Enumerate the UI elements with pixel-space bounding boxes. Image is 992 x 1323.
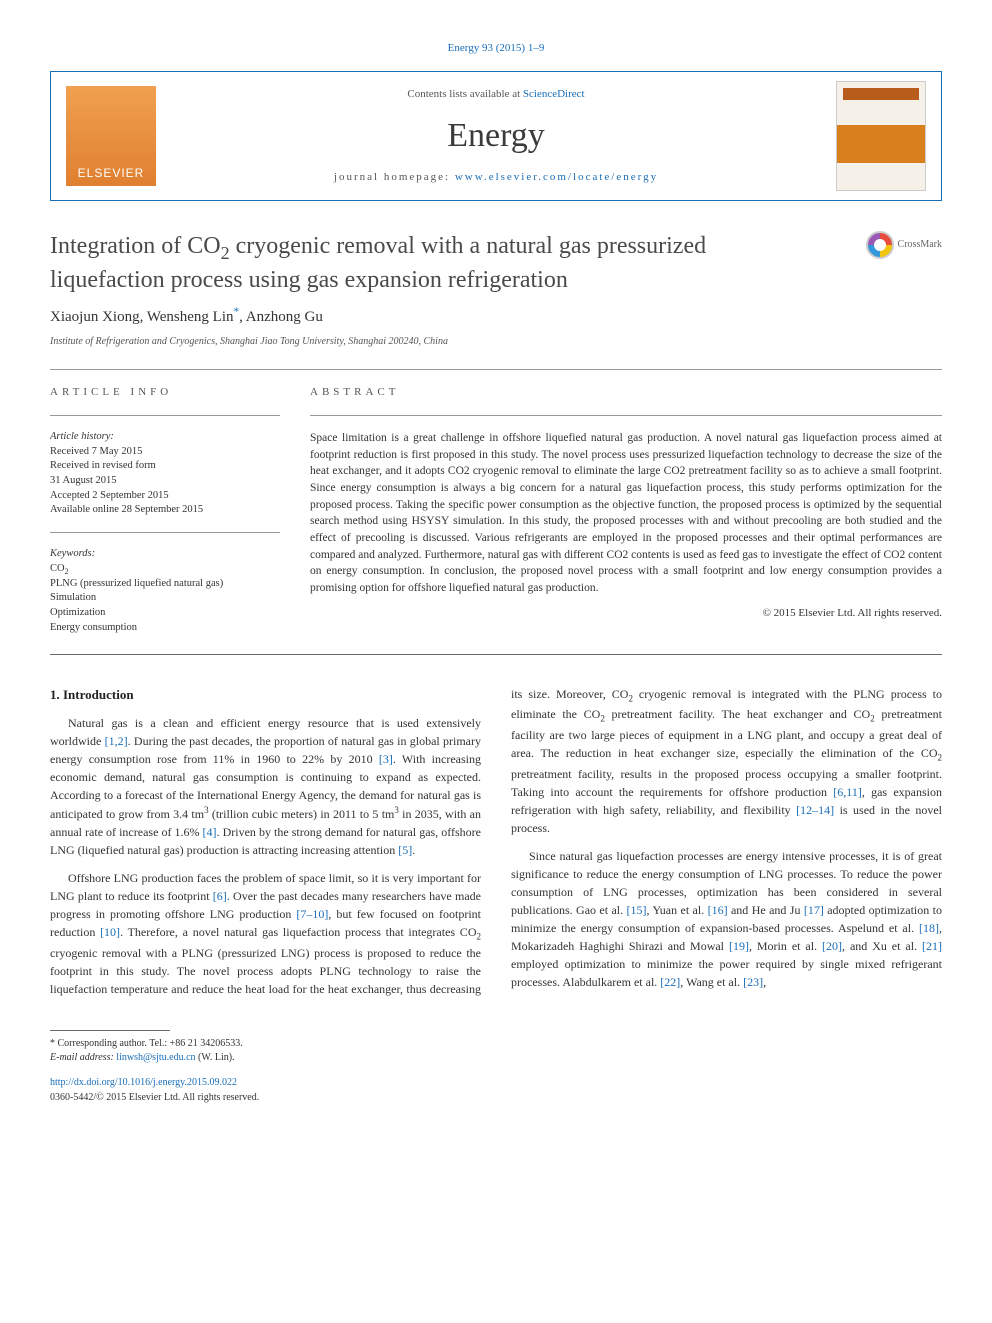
footnote-divider	[50, 1030, 170, 1031]
article-info-label: ARTICLE INFO	[50, 384, 280, 401]
article-info-column: ARTICLE INFO Article history: Received 7…	[50, 384, 280, 635]
divider	[50, 369, 942, 370]
abstract-copyright: © 2015 Elsevier Ltd. All rights reserved…	[310, 605, 942, 622]
crossmark-label: CrossMark	[898, 237, 942, 252]
keywords-label: Keywords:	[50, 547, 280, 562]
journal-cover-box	[821, 72, 941, 200]
journal-cover-icon	[836, 81, 926, 191]
banner-center: Contents lists available at ScienceDirec…	[171, 72, 821, 200]
homepage-line: journal homepage: www.elsevier.com/locat…	[334, 169, 658, 186]
body-para-3: Since natural gas liquefaction processes…	[511, 847, 942, 991]
keyword: Simulation	[50, 591, 280, 606]
email-link[interactable]: linwsh@sjtu.edu.cn	[116, 1052, 195, 1063]
abstract-column: ABSTRACT Space limitation is a great cha…	[310, 384, 942, 635]
history-item: Received in revised form	[50, 459, 280, 474]
ref-link[interactable]: [6]	[213, 889, 227, 903]
title-sub1: 2	[221, 242, 230, 262]
body-columns: 1. Introduction Natural gas is a clean a…	[50, 685, 942, 1000]
ref-link[interactable]: [22]	[660, 975, 680, 989]
keyword: PLNG (pressurized liquefied natural gas)	[50, 577, 280, 592]
homepage-prefix: journal homepage:	[334, 171, 455, 183]
abstract-label: ABSTRACT	[310, 384, 942, 401]
ref-link[interactable]: [23]	[743, 975, 763, 989]
citation-link[interactable]: Energy 93 (2015) 1–9	[448, 42, 545, 54]
contents-line: Contents lists available at ScienceDirec…	[407, 86, 584, 103]
history-item: Accepted 2 September 2015	[50, 489, 280, 504]
authors-main: Xiaojun Xiong, Wensheng Lin	[50, 309, 234, 325]
history-item: Available online 28 September 2015	[50, 503, 280, 518]
corresponding-footnote: * Corresponding author. Tel.: +86 21 342…	[50, 1037, 942, 1065]
ref-link[interactable]: [4]	[203, 825, 217, 839]
ref-link[interactable]: [7–10]	[296, 907, 328, 921]
keywords-block: Keywords: CO2 PLNG (pressurized liquefie…	[50, 547, 280, 636]
email-label: E-mail address:	[50, 1052, 116, 1063]
corr-email-line: E-mail address: linwsh@sjtu.edu.cn (W. L…	[50, 1051, 942, 1065]
homepage-link[interactable]: www.elsevier.com/locate/energy	[455, 171, 658, 183]
citation-header: Energy 93 (2015) 1–9	[50, 40, 942, 57]
issn-copyright: 0360-5442/© 2015 Elsevier Ltd. All right…	[50, 1092, 259, 1103]
title-line2: liquefaction process using gas expansion…	[50, 267, 568, 293]
keyword: Energy consumption	[50, 621, 280, 636]
authors: Xiaojun Xiong, Wensheng Lin*, Anzhong Gu	[50, 304, 942, 329]
article-title: Integration of CO2 cryogenic removal wit…	[50, 231, 846, 296]
ref-link[interactable]: [6,11]	[833, 785, 862, 799]
divider	[310, 415, 942, 416]
ref-link[interactable]: [19]	[729, 939, 749, 953]
ref-link[interactable]: [17]	[804, 903, 824, 917]
affiliation: Institute of Refrigeration and Cryogenic…	[50, 334, 942, 349]
divider	[50, 532, 280, 533]
journal-name: Energy	[447, 110, 545, 161]
email-tail: (W. Lin).	[196, 1052, 235, 1063]
crossmark-badge[interactable]: CrossMark	[866, 231, 942, 259]
section-heading: 1. Introduction	[50, 685, 481, 705]
ref-link[interactable]: [12–14]	[796, 803, 834, 817]
history-label: Article history:	[50, 430, 280, 445]
title-line1b: cryogenic removal with a natural gas pre…	[230, 233, 706, 259]
ref-link[interactable]: [16]	[708, 903, 728, 917]
publisher-logo-text: ELSEVIER	[78, 164, 145, 182]
ref-link[interactable]: [3]	[379, 752, 393, 766]
ref-link[interactable]: [20]	[822, 939, 842, 953]
ref-link[interactable]: [5]	[398, 843, 412, 857]
history-item: Received 7 May 2015	[50, 445, 280, 460]
history-item: 31 August 2015	[50, 474, 280, 489]
contents-prefix: Contents lists available at	[407, 88, 522, 100]
doi-block: http://dx.doi.org/10.1016/j.energy.2015.…	[50, 1075, 942, 1105]
ref-link[interactable]: [1,2]	[105, 734, 128, 748]
doi-link[interactable]: http://dx.doi.org/10.1016/j.energy.2015.…	[50, 1077, 237, 1088]
title-line1a: Integration of CO	[50, 233, 221, 259]
journal-banner: ELSEVIER Contents lists available at Sci…	[50, 71, 942, 201]
ref-link[interactable]: [10]	[100, 925, 120, 939]
article-history: Article history: Received 7 May 2015 Rec…	[50, 430, 280, 518]
crossmark-icon	[866, 231, 894, 259]
corr-author: * Corresponding author. Tel.: +86 21 342…	[50, 1037, 942, 1051]
ref-link[interactable]: [15]	[627, 903, 647, 917]
divider	[50, 415, 280, 416]
abstract-text: Space limitation is a great challenge in…	[310, 430, 942, 597]
ref-link[interactable]: [21]	[922, 939, 942, 953]
publisher-logo-box: ELSEVIER	[51, 72, 171, 200]
keyword: Optimization	[50, 606, 280, 621]
ref-link[interactable]: [18]	[919, 921, 939, 935]
keyword: CO2	[50, 562, 280, 577]
sciencedirect-link[interactable]: ScienceDirect	[523, 88, 585, 100]
divider-thick	[50, 654, 942, 655]
body-para-1: Natural gas is a clean and efficient ene…	[50, 714, 481, 859]
authors-tail: , Anzhong Gu	[239, 309, 323, 325]
elsevier-logo: ELSEVIER	[66, 86, 156, 186]
